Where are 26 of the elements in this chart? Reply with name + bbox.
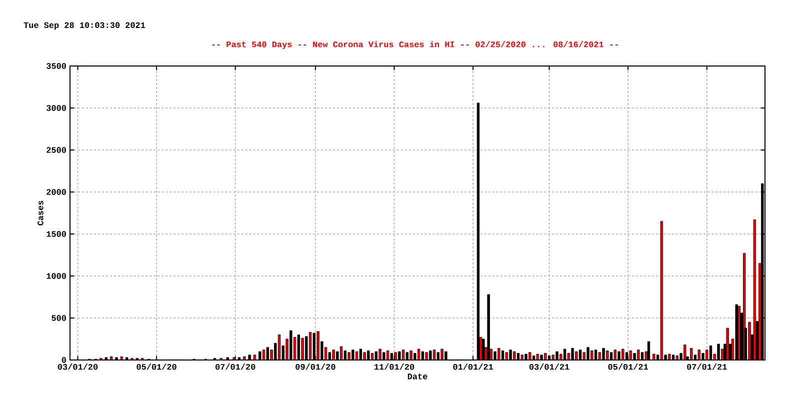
bar xyxy=(726,328,729,360)
bar xyxy=(753,219,756,360)
y-tick-label: 2000 xyxy=(46,189,66,195)
x-axis-title: Date xyxy=(408,374,428,380)
x-tick-label: 01/01/21 xyxy=(453,364,494,370)
chart-title: -- Past 540 Days -- New Corona Virus Cases in HI -- 02/25/2020 ... 08/16/2021 -- xyxy=(212,41,618,49)
x-tick-label: 03/01/21 xyxy=(529,364,570,370)
x-tick-label: 11/01/20 xyxy=(374,364,414,370)
x-tick-label: 09/01/20 xyxy=(296,364,336,370)
bar xyxy=(482,338,485,360)
y-tick-label: 3000 xyxy=(46,105,66,111)
x-tick-label: 07/01/20 xyxy=(216,364,256,370)
y-tick-label: 0 xyxy=(62,357,66,363)
bar xyxy=(738,306,741,360)
y-tick-label: 2500 xyxy=(46,147,66,153)
x-tick-label: 03/01/20 xyxy=(58,364,98,370)
y-tick-label: 1500 xyxy=(46,231,66,237)
x-tick-label: 05/01/21 xyxy=(608,364,648,370)
y-tick-label: 1000 xyxy=(46,273,66,279)
y-axis-title: Cases xyxy=(38,200,44,226)
y-tick-label: 3500 xyxy=(46,63,66,69)
text: Tue Sep 28 10:03:30 2021 xyxy=(24,22,146,30)
bar xyxy=(487,294,490,360)
x-tick-label: 07/01/21 xyxy=(687,364,727,370)
x-tick-label: 05/01/20 xyxy=(136,364,176,370)
y-tick-label: 500 xyxy=(52,315,66,321)
